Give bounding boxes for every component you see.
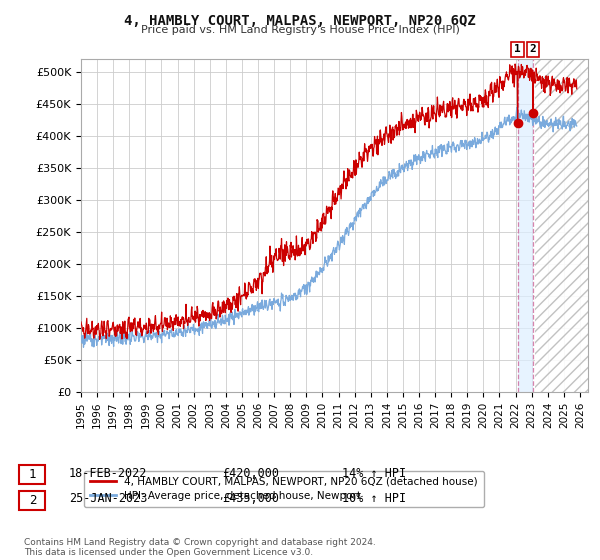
- Text: 10% ↑ HPI: 10% ↑ HPI: [342, 492, 406, 505]
- Text: 4, HAMBLY COURT, MALPAS, NEWPORT, NP20 6QZ: 4, HAMBLY COURT, MALPAS, NEWPORT, NP20 6…: [124, 14, 476, 28]
- Text: 14% ↑ HPI: 14% ↑ HPI: [342, 466, 406, 480]
- Text: 1: 1: [514, 44, 521, 54]
- Text: 1: 1: [29, 468, 36, 482]
- Text: £420,000: £420,000: [222, 466, 279, 480]
- Text: 18-FEB-2022: 18-FEB-2022: [69, 466, 148, 480]
- Text: £435,000: £435,000: [222, 492, 279, 505]
- Legend: 4, HAMBLY COURT, MALPAS, NEWPORT, NP20 6QZ (detached house), HPI: Average price,: 4, HAMBLY COURT, MALPAS, NEWPORT, NP20 6…: [83, 470, 484, 507]
- Text: 2: 2: [529, 44, 536, 54]
- Text: 2: 2: [29, 493, 36, 507]
- Text: 25-JAN-2023: 25-JAN-2023: [69, 492, 148, 505]
- Text: Price paid vs. HM Land Registry's House Price Index (HPI): Price paid vs. HM Land Registry's House …: [140, 25, 460, 35]
- Text: Contains HM Land Registry data © Crown copyright and database right 2024.
This d: Contains HM Land Registry data © Crown c…: [24, 538, 376, 557]
